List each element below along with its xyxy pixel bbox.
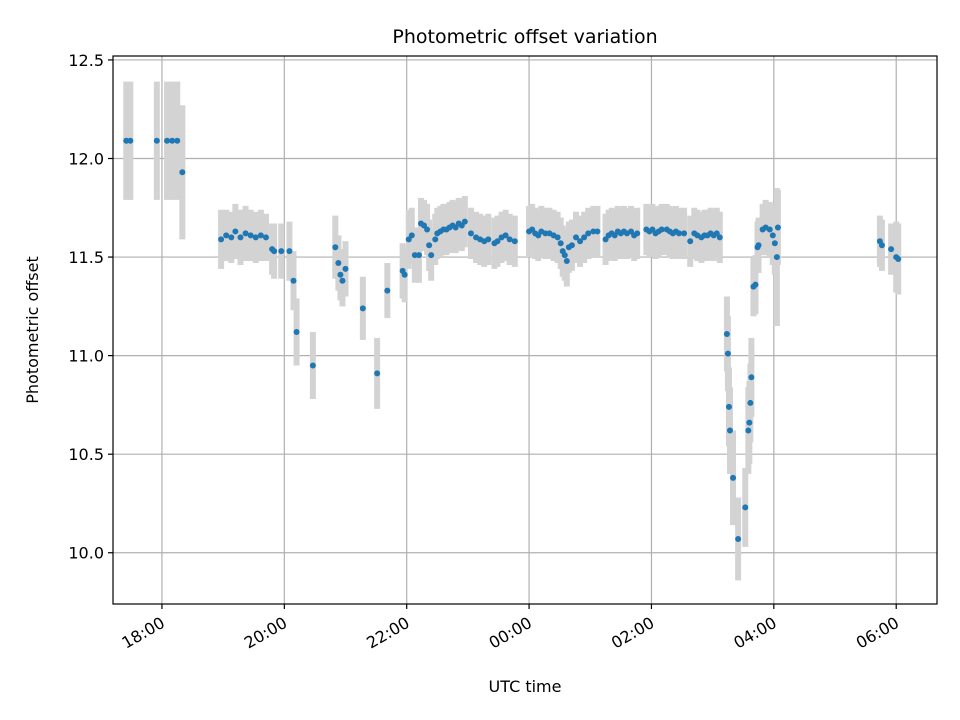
data-point: [687, 238, 694, 245]
data-point: [408, 232, 415, 239]
data-point: [755, 242, 762, 249]
data-point: [557, 240, 564, 247]
data-point: [223, 232, 230, 239]
data-point: [730, 474, 737, 481]
data-point: [878, 242, 885, 249]
data-point: [257, 232, 264, 239]
data-point: [594, 228, 601, 235]
data-point: [766, 226, 773, 233]
data-point: [237, 234, 244, 241]
data-point: [506, 236, 513, 243]
y-tick-label: 11.5: [68, 248, 104, 267]
data-point: [337, 271, 344, 278]
data-point: [511, 238, 518, 245]
data-point: [384, 287, 391, 294]
data-point: [461, 218, 468, 225]
data-point: [748, 374, 755, 381]
x-axis-label: UTC time: [489, 677, 562, 696]
plot-frame: [112, 55, 938, 605]
y-tick-label: 10.0: [68, 544, 104, 563]
data-point: [895, 256, 902, 263]
data-point: [585, 230, 592, 237]
data-point: [359, 305, 366, 312]
data-point: [415, 252, 422, 259]
data-point: [428, 252, 435, 259]
data-point: [581, 234, 588, 241]
data-point: [769, 232, 776, 239]
data-point: [747, 399, 754, 406]
data-point: [774, 224, 781, 231]
y-tick-label: 12.0: [68, 150, 104, 169]
data-point: [286, 248, 293, 255]
data-point: [572, 234, 579, 241]
data-point: [271, 248, 278, 255]
data-point: [723, 330, 730, 337]
data-point: [247, 232, 254, 239]
data-point: [127, 137, 134, 144]
data-point: [218, 236, 225, 243]
data-point: [634, 230, 641, 237]
y-axis-label: Photometric offset: [23, 256, 42, 404]
data-point: [293, 328, 300, 335]
data-point: [179, 169, 186, 176]
data-point: [752, 281, 759, 288]
data-point: [771, 240, 778, 247]
data-point: [725, 403, 732, 410]
data-point: [563, 258, 570, 265]
data-point: [374, 370, 381, 377]
data-point: [675, 230, 682, 237]
data-point: [335, 259, 342, 266]
data-point: [242, 230, 249, 237]
data-point: [658, 226, 665, 233]
data-point: [153, 137, 160, 144]
data-point: [342, 265, 349, 272]
data-point: [432, 236, 439, 243]
y-tick-label: 11.0: [68, 347, 104, 366]
data-point: [339, 277, 346, 284]
data-point: [290, 277, 297, 284]
data-point: [426, 242, 433, 249]
data-point: [568, 242, 575, 249]
y-tick-label: 12.5: [68, 51, 104, 70]
data-point: [502, 232, 509, 239]
data-point: [164, 137, 171, 144]
data-point: [554, 234, 561, 241]
y-axis-ticks: 10.0 10.5 11.0 11.5 12.0 12.5: [68, 51, 113, 563]
data-point: [724, 350, 731, 357]
chart-title: Photometric offset variation: [392, 26, 657, 48]
data-point: [773, 254, 780, 261]
data-point: [424, 226, 431, 233]
data-point: [681, 230, 688, 237]
data-point: [494, 238, 501, 245]
data-point: [252, 234, 259, 241]
data-point: [309, 362, 316, 369]
data-point: [735, 535, 742, 542]
data-point: [467, 230, 474, 237]
data-point: [228, 234, 235, 241]
data-point: [716, 234, 723, 241]
data-point: [174, 137, 181, 144]
data-point: [278, 248, 285, 255]
data-point: [262, 234, 269, 241]
data-point: [485, 236, 492, 243]
data-point: [745, 427, 752, 434]
data-point: [332, 244, 339, 251]
data-point: [726, 427, 733, 434]
data-point: [169, 137, 176, 144]
y-tick-label: 10.5: [68, 445, 104, 464]
data-point: [577, 238, 584, 245]
data-point: [742, 504, 749, 511]
data-points: [123, 137, 902, 542]
data-point: [401, 271, 408, 278]
data-point: [561, 252, 568, 259]
data-point: [888, 246, 895, 253]
data-point: [746, 419, 753, 426]
data-point: [232, 228, 239, 235]
